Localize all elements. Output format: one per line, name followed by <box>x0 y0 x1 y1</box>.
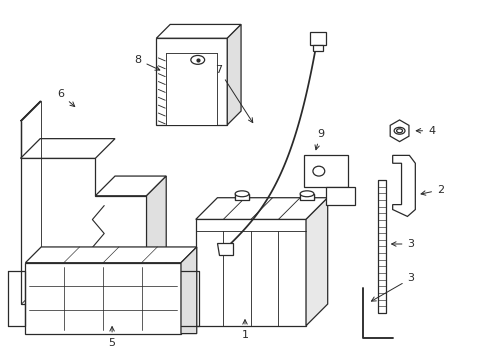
Text: 7: 7 <box>215 65 252 123</box>
Text: 3: 3 <box>371 274 414 301</box>
Polygon shape <box>95 176 166 196</box>
Text: 9: 9 <box>314 129 324 150</box>
Text: 8: 8 <box>134 55 160 70</box>
Ellipse shape <box>393 127 404 134</box>
Polygon shape <box>392 156 414 216</box>
Polygon shape <box>156 38 227 125</box>
Polygon shape <box>389 120 408 141</box>
Text: 2: 2 <box>420 185 443 195</box>
Polygon shape <box>181 247 196 334</box>
Ellipse shape <box>312 166 324 176</box>
Polygon shape <box>25 263 181 334</box>
Polygon shape <box>227 24 241 125</box>
Polygon shape <box>25 247 196 263</box>
Polygon shape <box>195 219 305 326</box>
Polygon shape <box>304 156 347 187</box>
Polygon shape <box>20 139 115 158</box>
Polygon shape <box>325 187 355 204</box>
Polygon shape <box>195 198 327 219</box>
Polygon shape <box>217 243 233 255</box>
Polygon shape <box>377 180 385 313</box>
Ellipse shape <box>190 55 204 64</box>
Text: 4: 4 <box>415 126 434 136</box>
Polygon shape <box>146 176 166 304</box>
Polygon shape <box>235 194 248 200</box>
Polygon shape <box>156 24 241 38</box>
Ellipse shape <box>300 191 313 197</box>
Text: 6: 6 <box>57 89 75 107</box>
Polygon shape <box>20 121 146 304</box>
Polygon shape <box>20 101 41 121</box>
Text: 3: 3 <box>391 239 414 249</box>
Text: 1: 1 <box>241 320 248 339</box>
Text: 5: 5 <box>108 327 115 347</box>
Polygon shape <box>300 194 313 200</box>
Polygon shape <box>305 198 327 326</box>
Ellipse shape <box>235 191 248 197</box>
Polygon shape <box>309 32 325 45</box>
Polygon shape <box>166 53 217 125</box>
Ellipse shape <box>396 129 402 133</box>
Polygon shape <box>312 45 322 51</box>
